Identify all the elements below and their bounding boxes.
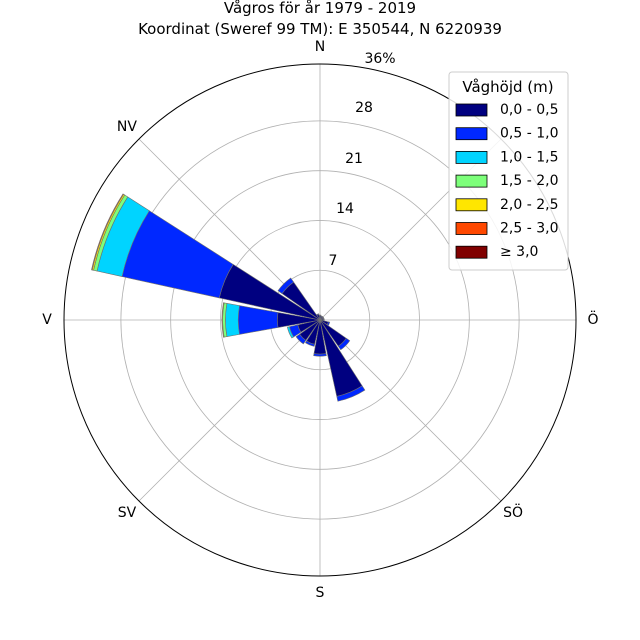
legend-label: 1,0 - 1,5 bbox=[500, 149, 558, 165]
direction-label: N bbox=[315, 39, 325, 55]
radial-tick-label: 21 bbox=[345, 151, 363, 167]
rose-bars bbox=[91, 193, 366, 402]
rose-bar-segment bbox=[225, 303, 240, 337]
legend-title: Våghöjd (m) bbox=[462, 78, 553, 96]
legend-swatch bbox=[455, 150, 488, 164]
direction-label: S bbox=[316, 585, 325, 601]
rose-bar-segment bbox=[313, 353, 327, 357]
rose-bar-segment bbox=[326, 321, 331, 326]
legend-label: 2,0 - 2,5 bbox=[500, 197, 558, 213]
legend-label: 1,5 - 2,0 bbox=[500, 173, 558, 189]
chart-subtitle: Koordinat (Sweref 99 TM): E 350544, N 62… bbox=[138, 20, 502, 38]
legend-swatch bbox=[455, 245, 488, 259]
legend-label: 0,5 - 1,0 bbox=[500, 126, 558, 142]
direction-label: SV bbox=[118, 505, 137, 521]
legend-label: ≥ 3,0 bbox=[500, 244, 538, 260]
rose-bar-segment bbox=[91, 193, 124, 271]
rose-bar-segment bbox=[221, 302, 225, 338]
rose-bar-segment bbox=[316, 313, 320, 316]
direction-label: Ö bbox=[587, 310, 598, 328]
legend-label: 2,5 - 3,0 bbox=[500, 221, 558, 237]
legend-swatch bbox=[455, 222, 488, 235]
direction-label: NV bbox=[117, 119, 137, 135]
polar-frame bbox=[63, 63, 577, 577]
legend-box bbox=[448, 71, 569, 271]
rose-bar-segment bbox=[337, 337, 351, 351]
rose-bar-segment bbox=[286, 326, 295, 339]
rose-bar-segment bbox=[318, 314, 322, 317]
rose-bar-segment bbox=[237, 305, 279, 335]
radial-tick-label: 28 bbox=[355, 100, 373, 116]
legend-swatch bbox=[455, 127, 488, 141]
grid-spoke bbox=[319, 319, 502, 502]
legend-items: 0,0 - 0,5 0,5 - 1,0 1,0 - 1,5 1,5 - 2,0 2,0 … bbox=[455, 102, 558, 260]
radial-tick-label: 14 bbox=[336, 201, 354, 217]
radial-tick-label: 7 bbox=[329, 253, 338, 269]
direction-label: SÖ bbox=[503, 503, 523, 521]
rose-bar-segment bbox=[295, 333, 307, 345]
direction-labels: N NV V SV S SÖ Ö bbox=[42, 39, 598, 601]
radial-tick-label: 36% bbox=[364, 51, 395, 67]
rose-bar-segment bbox=[277, 277, 294, 294]
legend-swatch bbox=[455, 103, 488, 117]
grid-spoke bbox=[138, 319, 321, 502]
legend: Våghöjd (m) 0,0 - 0,5 0,5 - 1,0 1,0 - 1,5 1… bbox=[448, 71, 569, 271]
chart-title: Vågros för år 1979 - 2019 bbox=[224, 0, 416, 17]
legend-swatch bbox=[455, 198, 488, 212]
rose-bar-segment bbox=[319, 319, 363, 397]
rose-bar-segment bbox=[336, 385, 366, 402]
legend-label: 0,0 - 0,5 bbox=[500, 102, 558, 118]
direction-label: V bbox=[42, 312, 52, 328]
legend-swatch bbox=[455, 174, 488, 188]
rose-bar-segment bbox=[305, 340, 316, 347]
radial-tick-labels: 7 14 21 28 36% bbox=[329, 51, 396, 269]
